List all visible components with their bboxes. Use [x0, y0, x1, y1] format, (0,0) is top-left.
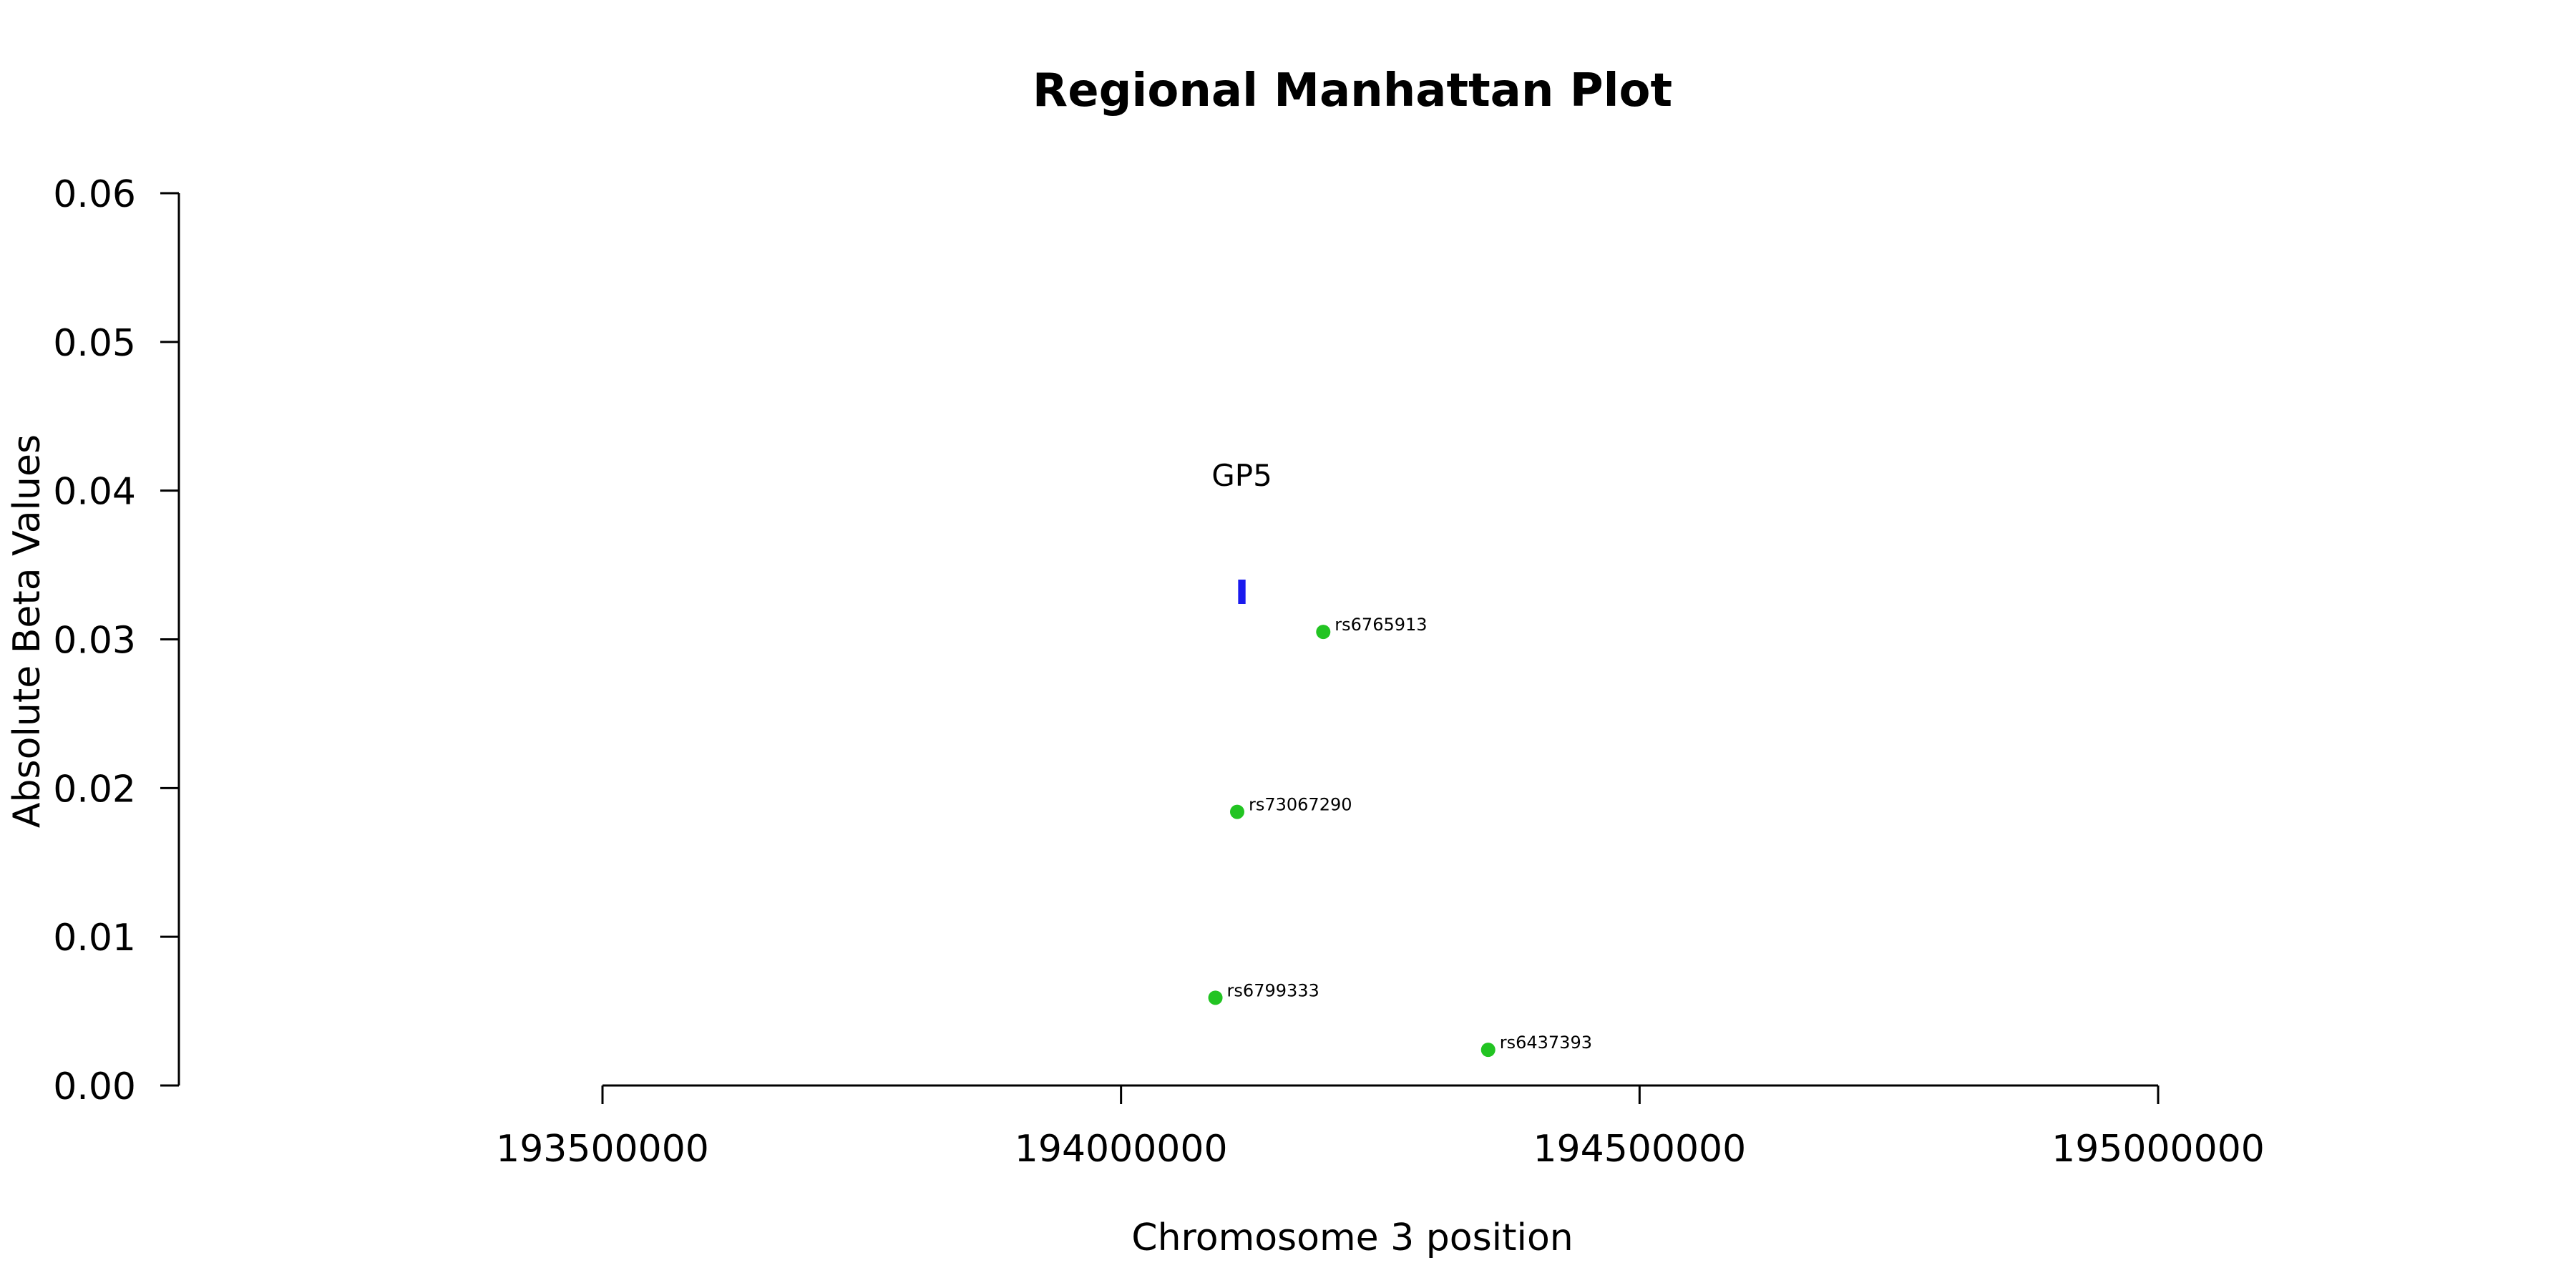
data-point	[1480, 1043, 1496, 1058]
point-label: rs73067290	[1249, 795, 1352, 815]
y-axis-ticks: 0.00 0.01 0.02 0.03 0.04 0.05 0.06	[53, 173, 179, 1108]
y-tick-label: 0.06	[53, 173, 136, 216]
gene-label: GP5	[1211, 458, 1272, 493]
y-tick-label: 0.04	[53, 471, 136, 514]
y-tick-label: 0.01	[53, 917, 136, 960]
point-label: rs6799333	[1227, 980, 1319, 1000]
x-tick-label: 195000000	[2051, 1128, 2265, 1171]
y-tick-label: 0.02	[53, 768, 136, 811]
data-point	[1316, 625, 1331, 640]
y-axis-label: Absolute Beta Values	[6, 434, 49, 828]
x-tick-label: 194500000	[1533, 1128, 1746, 1171]
gene-marker	[1238, 579, 1246, 604]
point-label: rs6437393	[1500, 1033, 1592, 1053]
data-points: rs6765913 rs73067290 rs6799333 rs6437393	[1208, 615, 1592, 1058]
x-axis-label: Chromosome 3 position	[1131, 1216, 1573, 1259]
point-label: rs6765913	[1335, 615, 1427, 635]
chart-title: Regional Manhattan Plot	[1033, 64, 1672, 117]
data-point	[1208, 990, 1223, 1005]
x-tick-label: 193500000	[496, 1128, 709, 1171]
x-tick-label: 194000000	[1015, 1128, 1228, 1171]
y-tick-label: 0.00	[53, 1065, 136, 1108]
y-tick-label: 0.05	[53, 322, 136, 365]
x-axis-ticks: 193500000 194000000 194500000 195000000	[496, 1085, 2265, 1171]
data-point	[1229, 804, 1244, 819]
gene-annotations: GP5	[1211, 458, 1272, 604]
y-tick-label: 0.03	[53, 620, 136, 663]
